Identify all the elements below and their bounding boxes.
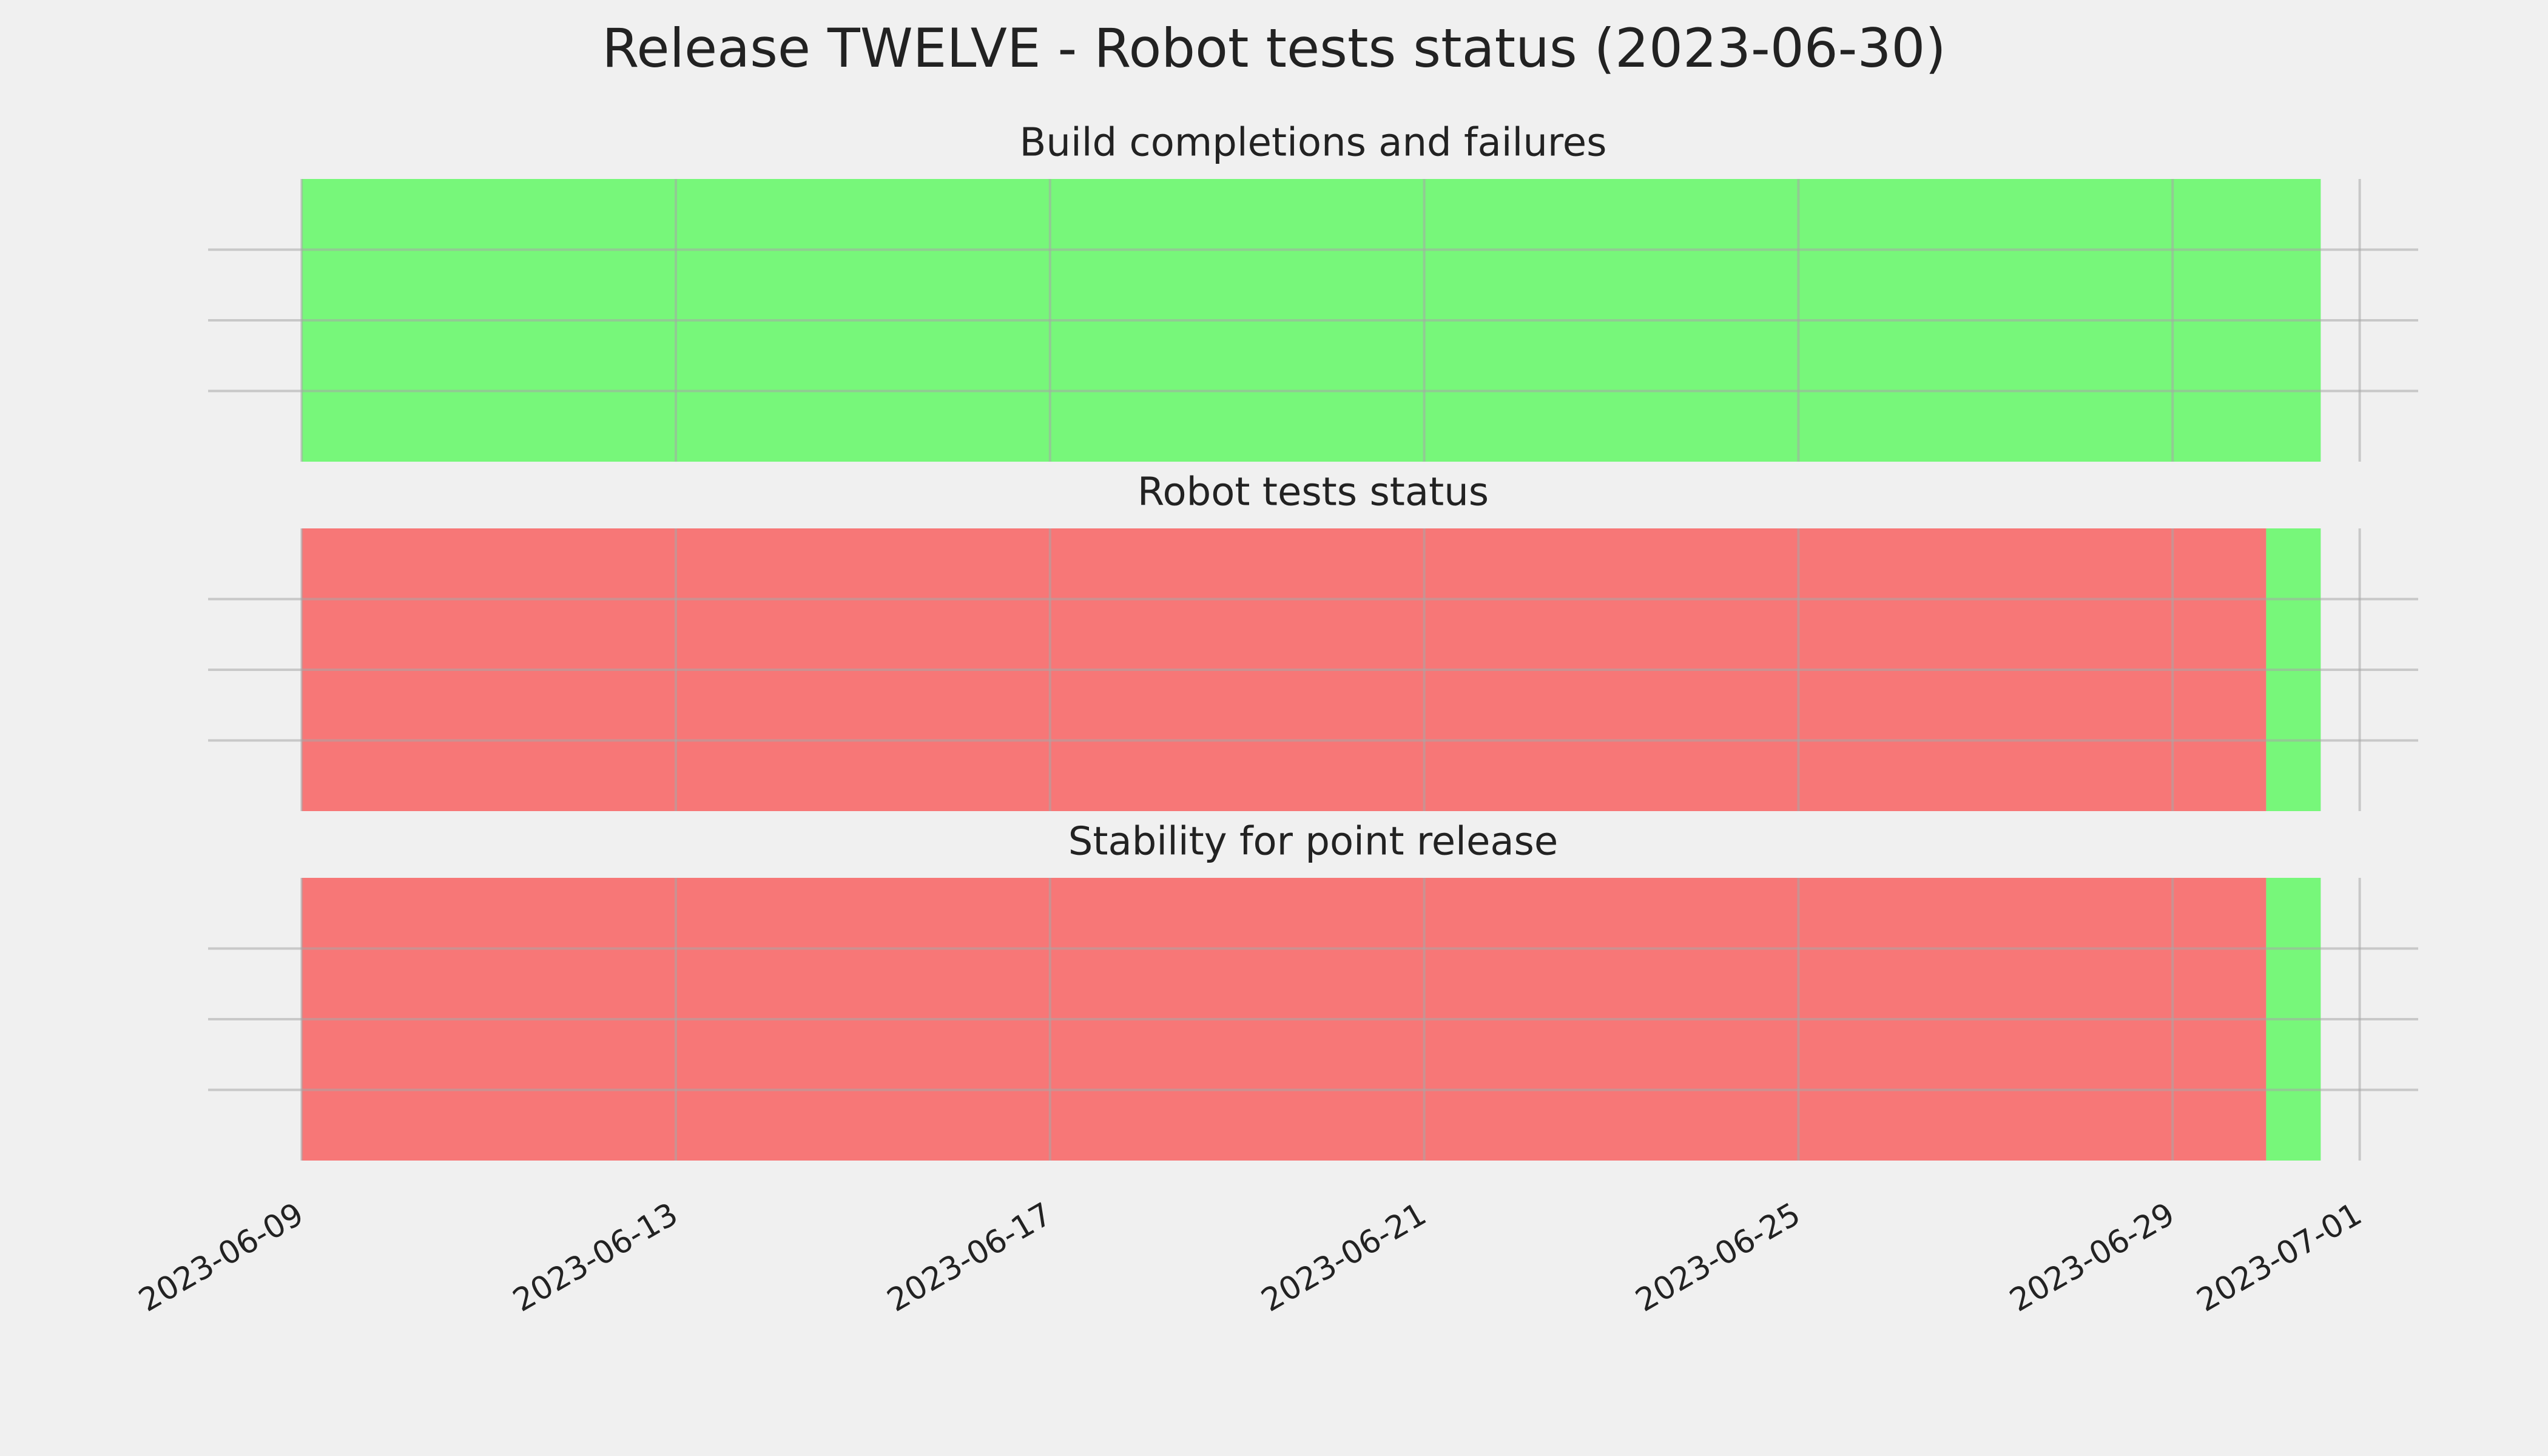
subplot-title: Robot tests status (1138, 470, 1489, 515)
subplot-title: Build completions and failures (1020, 121, 1607, 166)
chart-title: Release TWELVE - Robot tests status (202… (602, 17, 1946, 79)
subplot-title: Stability for point release (1068, 820, 1559, 864)
